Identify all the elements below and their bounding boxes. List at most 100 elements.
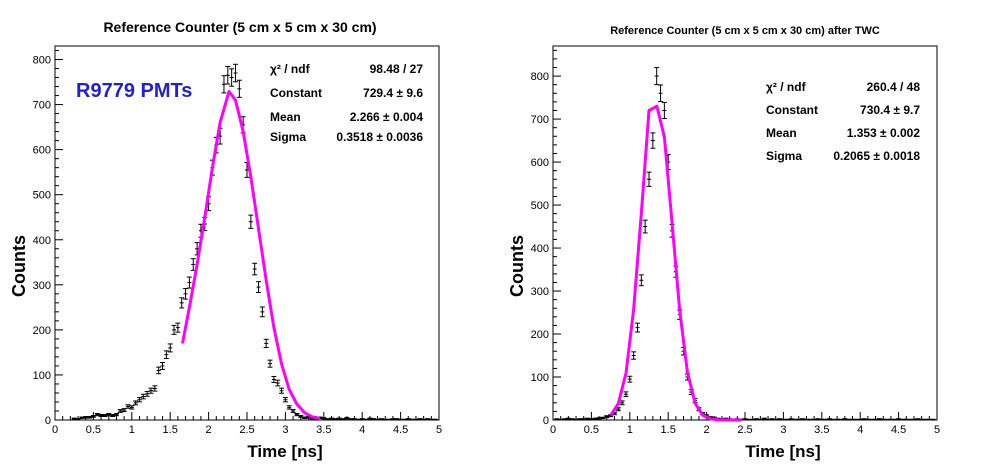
y-tick-label: 100 xyxy=(531,372,549,384)
data-point xyxy=(631,351,637,360)
x-tick-label: 0 xyxy=(52,424,58,436)
stat-label: χ² / ndf xyxy=(270,62,311,76)
data-point xyxy=(121,408,127,413)
data-point xyxy=(171,324,177,335)
stat-label: Constant xyxy=(766,103,818,117)
x-tick-label: 1.5 xyxy=(163,424,178,436)
data-point xyxy=(152,385,158,392)
stat-label: Sigma xyxy=(270,130,306,144)
data-point xyxy=(588,418,594,421)
stat-value: 0.3518 ± 0.0036 xyxy=(336,130,423,144)
data-point xyxy=(259,306,265,318)
data-point xyxy=(252,262,258,276)
y-tick-label: 100 xyxy=(33,370,51,382)
data-point xyxy=(106,413,112,417)
stat-label: Sigma xyxy=(766,149,802,163)
right-histogram-panel: Reference Counter (5 cm x 5 cm x 30 cm) … xyxy=(507,25,940,461)
x-tick-label: 1.5 xyxy=(661,424,676,436)
data-point xyxy=(282,397,288,403)
x-tick-label: 4 xyxy=(359,424,365,436)
x-axis-label: Time [ns] xyxy=(745,442,820,461)
data-point xyxy=(286,405,292,410)
chart-title: Reference Counter (5 cm x 5 cm x 30 cm) … xyxy=(610,25,880,37)
data-point xyxy=(236,79,242,98)
gaussian-fit-curve xyxy=(609,104,742,422)
stat-value: 0.2065 ± 0.0018 xyxy=(833,149,920,163)
y-tick-label: 600 xyxy=(531,157,549,169)
x-tick-label: 5 xyxy=(436,424,442,436)
y-tick-label: 300 xyxy=(531,286,549,298)
data-point xyxy=(394,418,400,421)
data-point xyxy=(148,387,154,394)
x-tick-label: 2 xyxy=(206,424,212,436)
y-tick-label: 200 xyxy=(33,325,51,337)
stat-label: Mean xyxy=(270,110,301,124)
x-tick-label: 0 xyxy=(550,424,556,436)
data-point xyxy=(581,418,587,421)
data-point xyxy=(179,297,185,309)
data-point xyxy=(144,390,150,397)
data-point xyxy=(248,214,254,229)
data-point xyxy=(87,416,93,419)
x-tick-label: 2.5 xyxy=(239,424,254,436)
y-tick-label: 700 xyxy=(531,114,549,126)
stat-label: Mean xyxy=(766,126,797,140)
data-point xyxy=(930,418,936,421)
x-axis-label: Time [ns] xyxy=(247,442,322,461)
x-tick-label: 4.5 xyxy=(891,424,906,436)
data-point xyxy=(156,366,162,375)
data-point xyxy=(186,276,192,289)
stat-value: 2.266 ± 0.004 xyxy=(350,110,424,124)
data-point xyxy=(565,417,571,420)
data-point xyxy=(133,400,139,406)
x-tick-label: 3 xyxy=(780,424,786,436)
y-tick-label: 600 xyxy=(33,145,51,157)
x-tick-label: 4.5 xyxy=(393,424,408,436)
data-point xyxy=(432,418,438,421)
data-point xyxy=(275,379,281,387)
plot-frame xyxy=(54,45,440,421)
data-point xyxy=(94,413,100,417)
y-axis-label: Counts xyxy=(507,235,527,297)
gaussian-fit-curve xyxy=(181,90,321,421)
data-point xyxy=(256,281,262,293)
data-point xyxy=(167,343,173,353)
data-point xyxy=(638,274,644,287)
stat-label: Constant xyxy=(270,86,322,100)
data-point xyxy=(646,171,652,187)
y-tick-label: 200 xyxy=(531,329,549,341)
left-histogram-panel: Reference Counter (5 cm x 5 cm x 30 cm) 0… xyxy=(9,19,442,461)
stat-value: 729.4 ± 9.6 xyxy=(363,86,423,100)
data-point xyxy=(102,413,108,417)
data-point xyxy=(160,361,166,370)
data-point xyxy=(634,322,640,333)
data-point xyxy=(136,397,142,403)
x-tick-label: 2 xyxy=(704,424,710,436)
y-tick-label: 800 xyxy=(33,55,51,67)
data-point xyxy=(604,415,610,418)
y-tick-label: 400 xyxy=(531,243,549,255)
data-point xyxy=(129,405,135,410)
y-tick-label: 0 xyxy=(543,415,549,427)
data-point xyxy=(915,418,921,421)
x-tick-label: 3 xyxy=(282,424,288,436)
stat-value: 98.48 / 27 xyxy=(370,62,424,76)
stat-label: χ² / ndf xyxy=(766,80,807,94)
y-tick-label: 300 xyxy=(33,280,51,292)
data-point xyxy=(110,413,116,417)
y-tick-label: 800 xyxy=(531,71,549,83)
data-point xyxy=(163,350,169,359)
x-tick-label: 0.5 xyxy=(584,424,599,436)
data-point xyxy=(267,359,273,368)
stat-value: 260.4 / 48 xyxy=(867,80,921,94)
data-point xyxy=(175,322,181,333)
data-point xyxy=(263,338,269,349)
x-tick-label: 5 xyxy=(934,424,940,436)
data-point xyxy=(658,84,664,103)
data-point xyxy=(271,375,277,383)
x-tick-label: 4 xyxy=(857,424,863,436)
data-point xyxy=(815,418,821,421)
x-tick-label: 1 xyxy=(627,424,633,436)
data-point xyxy=(654,67,660,86)
x-tick-label: 3.5 xyxy=(814,424,829,436)
